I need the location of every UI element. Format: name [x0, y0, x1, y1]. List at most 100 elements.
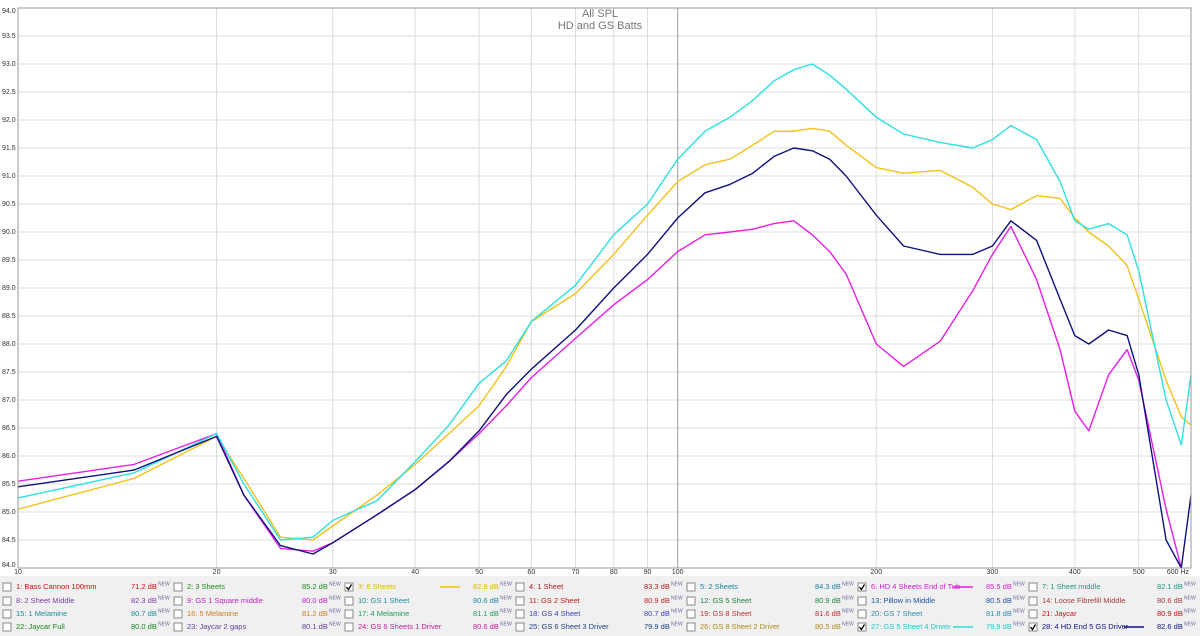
legend-label: 12: GS 5 Sheet — [700, 596, 752, 605]
legend-badge: NEW — [158, 608, 170, 614]
legend-label: 2: 3 Sheets — [187, 582, 225, 591]
legend-level: 80.5 dB — [986, 596, 1012, 605]
legend-badge: NEW — [671, 581, 683, 587]
legend-entry: 2: 3 Sheets 85.2 dB NEW — [173, 581, 341, 592]
legend-entry: 12: GS 5 Sheet 80.9 dB NEW — [686, 595, 854, 606]
checkbox[interactable] — [1028, 609, 1038, 619]
checkbox[interactable] — [1028, 596, 1038, 606]
legend-badge: NEW — [500, 595, 512, 601]
checkbox[interactable] — [344, 596, 354, 606]
checkbox[interactable] — [173, 609, 183, 619]
spl-curve — [18, 127, 1191, 541]
y-tick-label: 87.5 — [2, 369, 16, 376]
legend-label: 18: GS 4 Sheet — [529, 609, 581, 618]
spl-curve — [18, 63, 1191, 541]
x-tick-label: 10 — [14, 569, 22, 576]
legend-entry: 13: Pillow in Middle 80.5 dB NEW — [857, 595, 1025, 606]
checkbox[interactable] — [173, 622, 183, 632]
checkbox[interactable] — [686, 622, 696, 632]
legend-level: 79.9 dB — [986, 622, 1012, 631]
legend-entry: 27: GS 5 Sheet 4 Driver 79.9 dB NEW — [857, 621, 1025, 632]
checkbox[interactable] — [173, 582, 183, 592]
x-tick-label: 500 — [1133, 569, 1145, 576]
legend-entry: 21: Jaycar 80.9 dB NEW — [1028, 608, 1196, 619]
legend-level: 80.6 dB — [1157, 596, 1183, 605]
legend-entry: 6: HD 4 Sheets End of Tub 85.5 dB NEW — [857, 581, 1025, 592]
y-tick-label: 87.0 — [2, 397, 16, 404]
legend-label: 11: GS 2 Sheet — [529, 596, 581, 605]
legend-label: 22: Jaycar Full — [16, 622, 65, 631]
legend-level: 80.1 dB — [302, 622, 328, 631]
legend-entry: 16: 5 Melamine 81.2 dB NEW — [173, 608, 341, 619]
legend-entry: 15: 1 Melamine 80.7 dB NEW — [2, 608, 170, 619]
legend-badge: NEW — [1013, 621, 1025, 627]
y-tick-label: 88.0 — [2, 341, 16, 348]
x-tick-label: 70 — [572, 569, 580, 576]
legend-level: 80.9 dB — [815, 596, 841, 605]
legend-level: 81.1 dB — [473, 609, 499, 618]
legend-entry: 22: Jaycar Full 80.0 dB NEW — [2, 621, 170, 632]
checkbox[interactable] — [515, 622, 525, 632]
checkbox[interactable] — [1028, 582, 1038, 592]
y-tick-label: 86.5 — [2, 425, 16, 432]
y-tick-label: 93.5 — [2, 33, 16, 40]
checkbox[interactable] — [515, 596, 525, 606]
checkbox[interactable] — [2, 622, 12, 632]
legend-badge: NEW — [671, 608, 683, 614]
y-tick-label: 86.0 — [2, 453, 16, 460]
checkbox[interactable] — [857, 596, 867, 606]
legend-entry: 20: GS 7 Sheet 81.8 dB NEW — [857, 608, 1025, 619]
legend-label: 21: Jaycar — [1042, 609, 1077, 618]
x-tick-label: 100 — [672, 569, 684, 576]
checkbox[interactable] — [173, 596, 183, 606]
checkbox[interactable] — [515, 582, 525, 592]
legend-label: 19: GS 8 Sheet — [700, 609, 752, 618]
checkbox[interactable] — [686, 609, 696, 619]
checkbox[interactable] — [857, 622, 867, 632]
legend-label: 6: HD 4 Sheets End of Tub — [871, 582, 960, 591]
legend-badge: NEW — [158, 621, 170, 627]
spl-curve — [18, 147, 1191, 568]
legend-level: 80.0 dB — [302, 596, 328, 605]
legend-entry: 18: GS 4 Sheet 80.7 dB NEW — [515, 608, 683, 619]
legend-badge: NEW — [329, 581, 341, 587]
legend-entry: 10: GS 1 Sheet 80.6 dB NEW — [344, 595, 512, 606]
legend-badge: NEW — [842, 621, 854, 627]
checkbox[interactable] — [2, 609, 12, 619]
checkbox[interactable] — [686, 596, 696, 606]
legend-badge: NEW — [329, 621, 341, 627]
checkbox[interactable] — [2, 582, 12, 592]
y-tick-label: 91.5 — [2, 145, 16, 152]
checkbox[interactable] — [344, 622, 354, 632]
checkbox[interactable] — [344, 609, 354, 619]
checkbox[interactable] — [2, 596, 12, 606]
checkbox[interactable] — [857, 582, 867, 592]
y-tick-label: 91.0 — [2, 173, 16, 180]
legend-label: 4: 1 Sheet — [529, 582, 564, 591]
legend-badge: NEW — [1013, 608, 1025, 614]
y-tick-label: 93.0 — [2, 61, 16, 68]
legend-badge: NEW — [1184, 595, 1196, 601]
checkbox[interactable] — [686, 582, 696, 592]
checkbox[interactable] — [515, 609, 525, 619]
y-tick-label: 92.0 — [2, 117, 16, 124]
legend-level: 80.9 dB — [644, 596, 670, 605]
legend-entry: 25: GS 6 Sheet 3 Driver 79.9 dB NEW — [515, 621, 683, 632]
curves — [18, 63, 1191, 568]
checkmark — [1029, 624, 1037, 631]
legend-badge: NEW — [158, 581, 170, 587]
legend-label: 28: 4 HD End 5 GS Driver — [1042, 622, 1129, 631]
legend-entry: 28: 4 HD End 5 GS Driver 82.6 dB NEW — [1028, 621, 1196, 632]
legend-level: 84.3 dB — [815, 582, 841, 591]
legend-entry: 24: GS 6 Sheets 1 Driver 80.6 dB NEW — [344, 621, 512, 632]
y-tick-label: 88.5 — [2, 313, 16, 320]
x-tick-label: 200 — [870, 569, 882, 576]
checkbox[interactable] — [1028, 622, 1038, 632]
legend-badge: NEW — [1184, 608, 1196, 614]
grid: 84.0 84.5 85.0 85.5 86.0 86.5 87.0 87.5 88.0 88.5… — [2, 7, 1192, 576]
x-tick-label: 40 — [411, 569, 419, 576]
checkbox[interactable] — [857, 609, 867, 619]
x-tick-label: 80 — [610, 569, 618, 576]
checkbox[interactable] — [344, 582, 354, 592]
y-tick-label: 94.0 — [2, 8, 16, 15]
